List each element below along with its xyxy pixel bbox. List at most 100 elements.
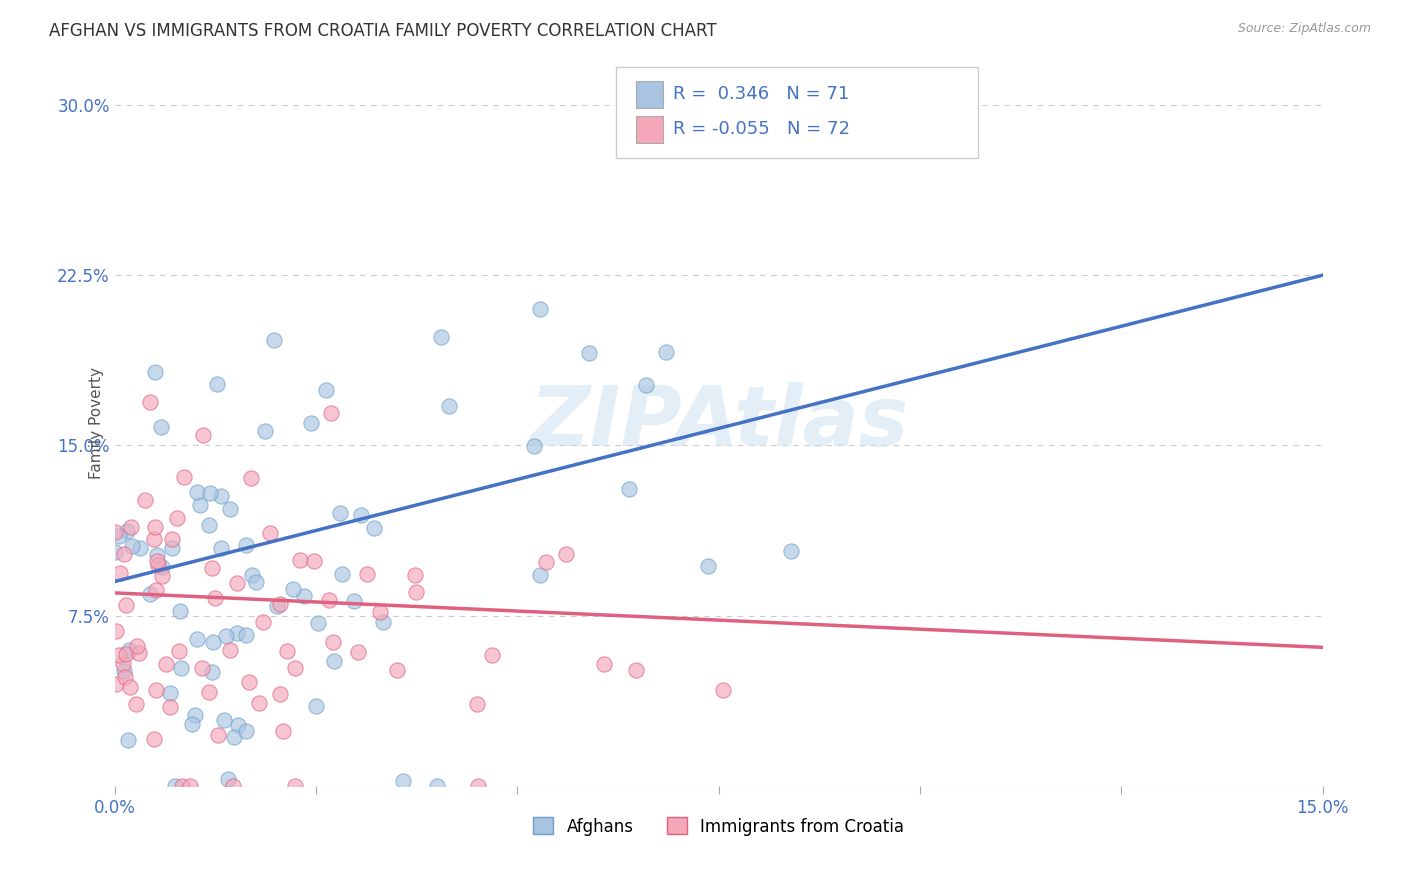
Point [211,490,233,504]
Point [252,615,274,629]
Text: ZIPAtlas: ZIPAtlas [529,382,908,463]
Point [315,383,337,397]
Point [186,632,208,647]
Point [127,639,149,653]
Point [523,439,546,453]
Point [121,539,143,553]
Point [134,493,156,508]
Point [245,575,267,590]
Bar [637,116,664,143]
Point [201,561,224,575]
Point [201,665,224,679]
Point [166,511,188,525]
Point [290,553,312,567]
Point [160,541,183,555]
Point [118,680,141,694]
Point [465,697,488,711]
Point [349,508,371,523]
Point [115,647,138,661]
Point [779,543,801,558]
FancyBboxPatch shape [616,67,979,158]
Bar [637,80,664,108]
Point [125,697,148,711]
Point [239,471,262,485]
Point [205,376,228,391]
Point [112,548,135,562]
Point [159,699,181,714]
Point [467,779,489,793]
Point [321,406,343,420]
Point [697,559,720,574]
Point [235,724,257,739]
Point [198,518,221,533]
Point [634,378,657,392]
Point [240,567,263,582]
Point [170,661,193,675]
Point [711,683,734,698]
Point [624,663,647,677]
Point [198,485,221,500]
Point [655,345,678,359]
Point [159,686,181,700]
Point [186,484,208,499]
Point [555,547,578,561]
Point [118,643,141,657]
Point [128,646,150,660]
Point [371,615,394,630]
Point [263,333,285,347]
Point [281,582,304,596]
Y-axis label: Family Poverty: Family Poverty [89,367,104,479]
Point [146,548,169,562]
Point [254,424,277,438]
Point [529,302,551,317]
Point [437,399,460,413]
Point [202,635,225,649]
Point [299,416,322,430]
Point [139,395,162,409]
Point [332,567,354,582]
Point [146,558,169,573]
Point [188,498,211,512]
Point [198,685,221,699]
Point [105,624,128,639]
Point [238,675,260,690]
Point [356,566,378,581]
Point [266,599,288,614]
Point [307,615,329,630]
Point [150,569,173,583]
Point [114,598,136,612]
Point [221,779,243,793]
Point [167,644,190,658]
Point [322,654,344,668]
Point [392,774,415,789]
Point [269,687,291,701]
Point [139,587,162,601]
Point [108,528,131,542]
Point [226,626,249,640]
Text: R =  0.346   N = 71: R = 0.346 N = 71 [672,86,849,103]
Point [115,524,138,538]
Point [284,779,307,793]
Point [284,660,307,674]
Point [143,520,166,534]
Point [226,718,249,732]
Point [173,470,195,484]
Point [145,683,167,698]
Point [322,635,344,649]
Point [318,592,340,607]
Point [235,538,257,552]
Point [155,657,177,672]
Point [481,648,503,662]
Point [235,628,257,642]
Point [329,506,352,520]
Text: R = -0.055   N = 72: R = -0.055 N = 72 [672,120,849,138]
Point [212,713,235,727]
Point [146,553,169,567]
Point [104,676,127,690]
Point [259,526,281,541]
Point [143,731,166,746]
Point [276,644,298,658]
Point [117,732,139,747]
Point [160,532,183,546]
Point [163,779,186,793]
